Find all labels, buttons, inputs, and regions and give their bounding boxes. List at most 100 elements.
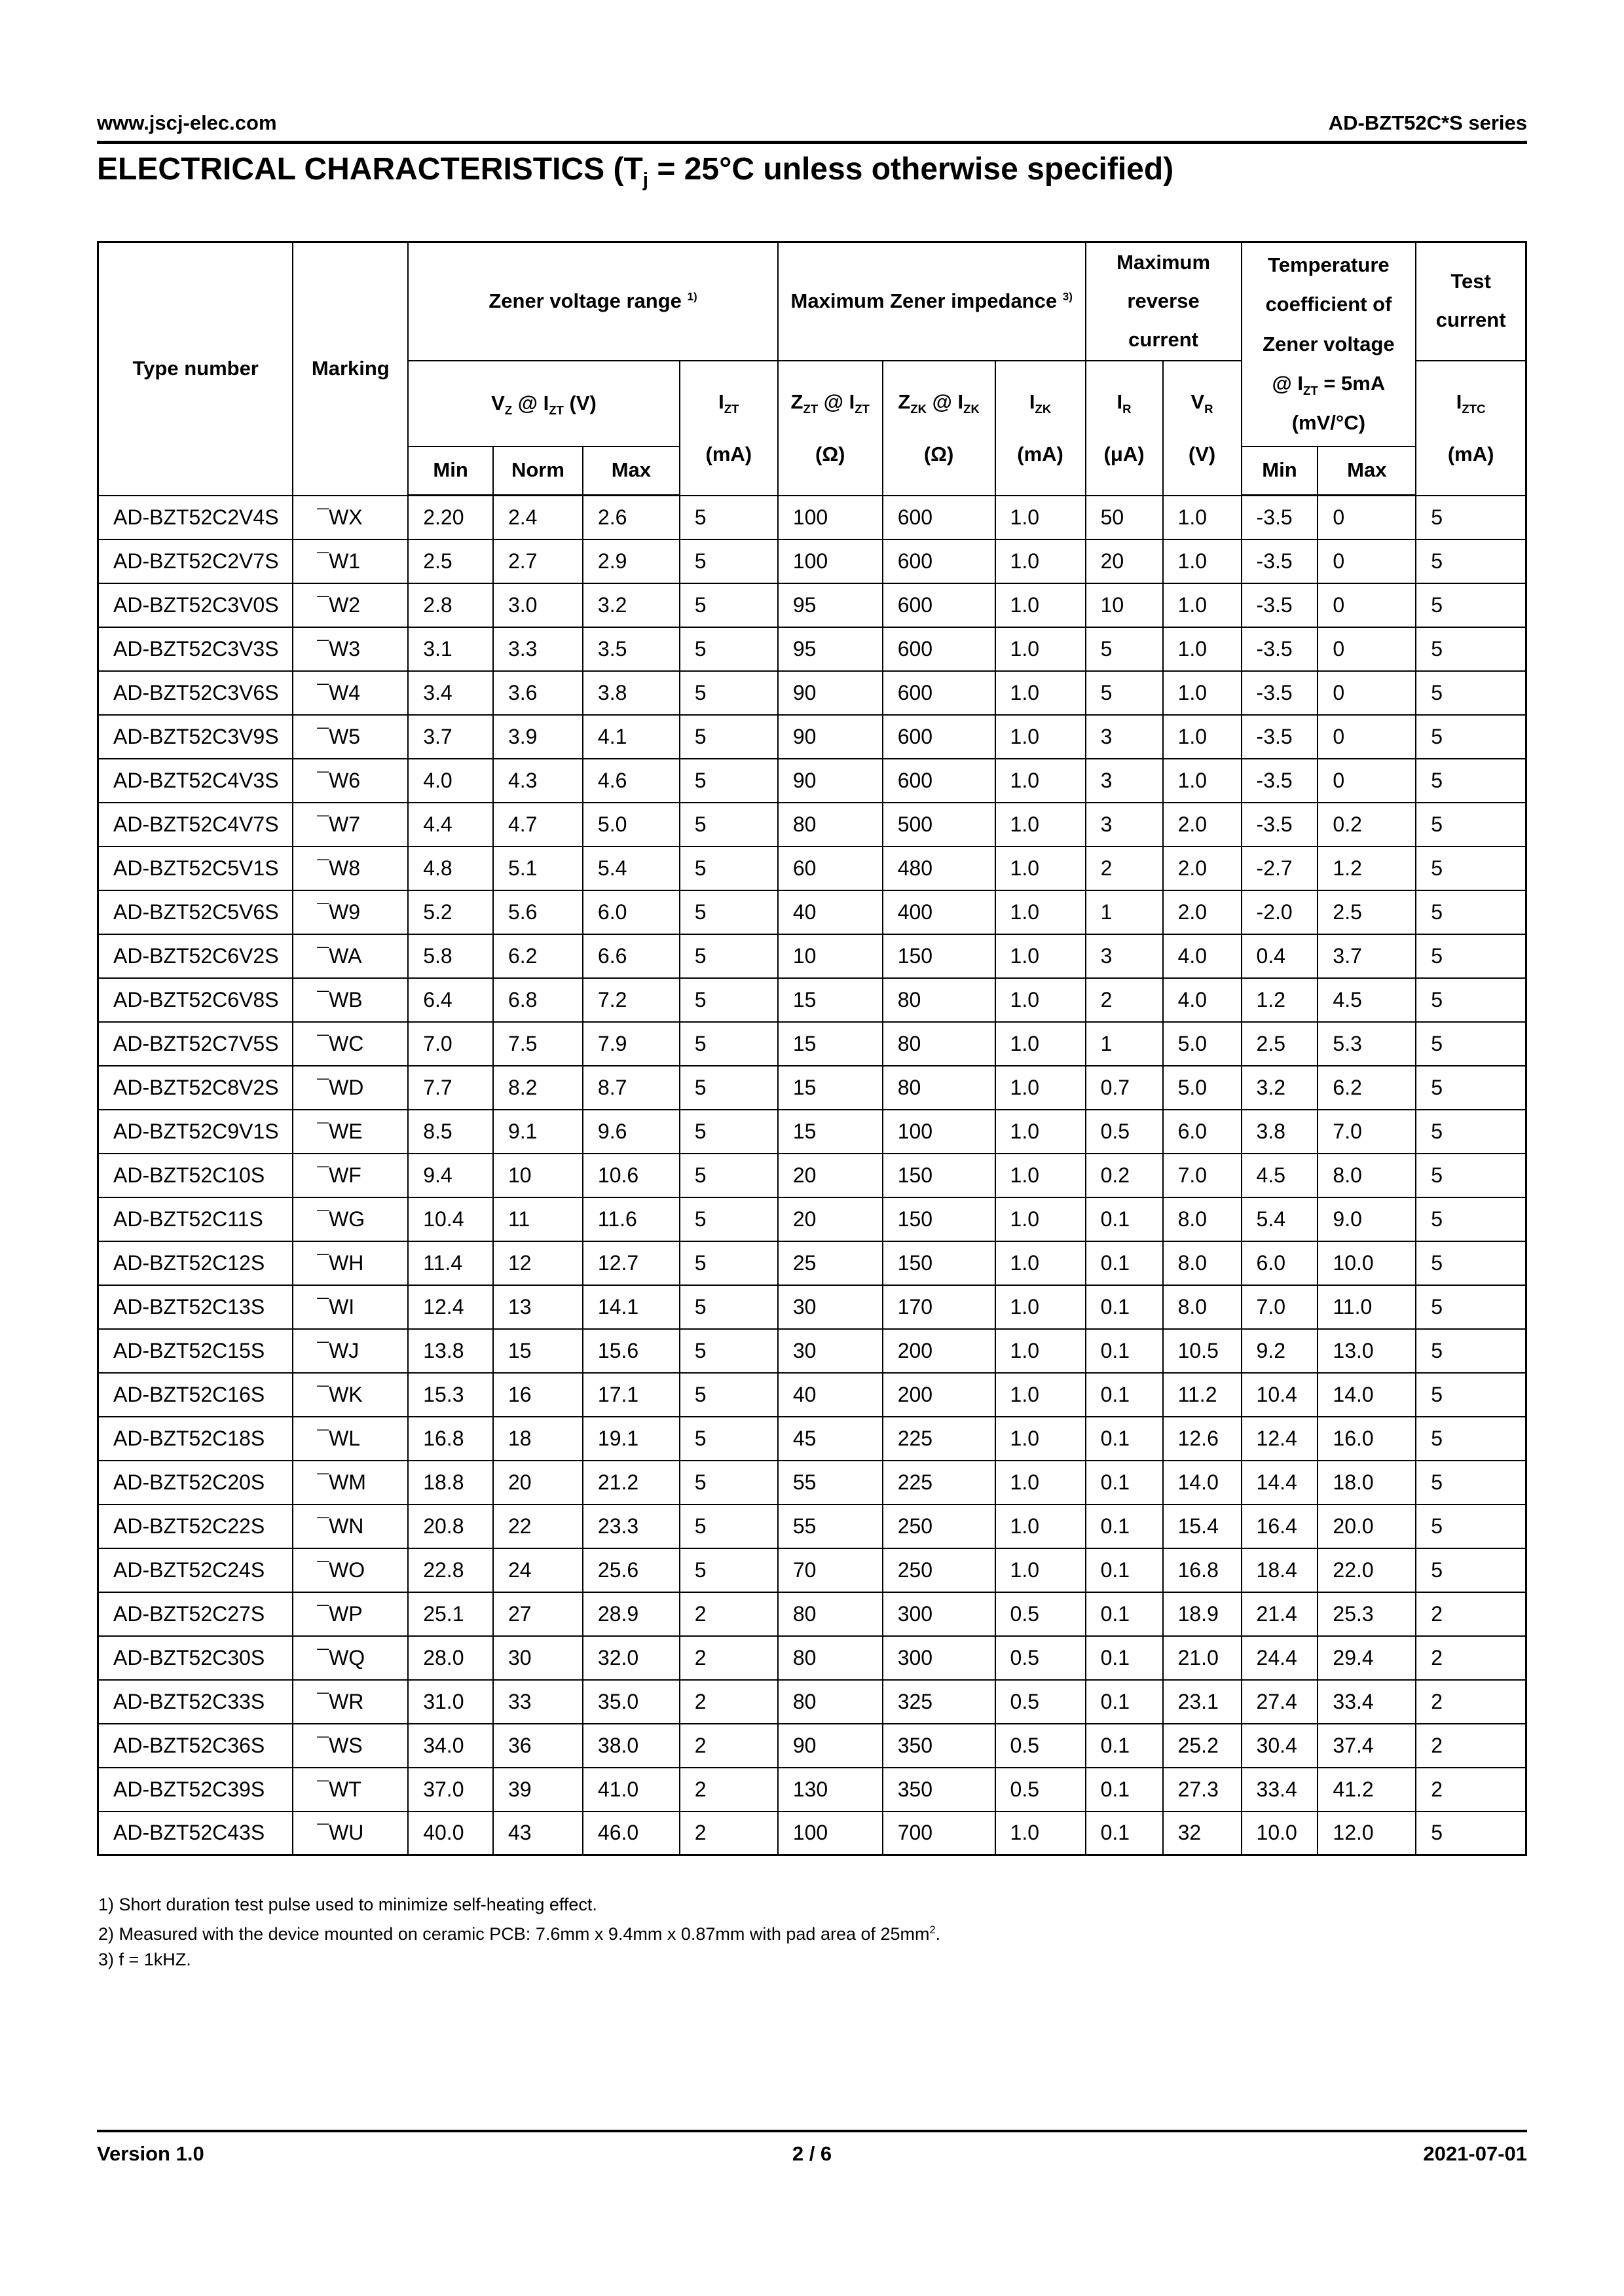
izt-cell: 5 [678,1021,779,1066]
ir-cell: 0.1 [1084,1284,1164,1330]
tc-max-cell: 14.0 [1317,1372,1417,1417]
type-number-cell: AD-BZT52C43S [97,1810,294,1856]
type-number-cell: AD-BZT52C3V6S [97,670,294,716]
table-row: AD-BZT52C33S ¯WR 31.0 33 35.0 2 80 325 0.5 0.1 23.… [97,1679,1527,1724]
ir-cell: 0.1 [1084,1635,1164,1681]
ir-cell: 0.1 [1084,1591,1164,1637]
tc-min-cell: 6.0 [1240,1240,1319,1286]
vz-min-cell: 16.8 [407,1415,494,1461]
vz-min-cell: 4.8 [407,845,494,891]
type-number-cell: AD-BZT52C3V9S [97,714,294,759]
vr-cell: 23.1 [1162,1679,1242,1724]
izk-cell: 1.0 [994,626,1086,672]
tc-max-cell: 0 [1317,714,1417,759]
ir-cell: 0.1 [1084,1372,1164,1417]
vz-max-cell: 32.0 [581,1635,680,1681]
iztc-cell: 5 [1415,670,1527,716]
col-header-vz-max: Max [581,445,680,496]
izt-cell: 2 [678,1810,779,1856]
ir-cell: 0.1 [1084,1328,1164,1374]
izt-cell: 5 [678,1196,779,1242]
marking-cell: ¯WF [292,1152,409,1198]
ir-cell: 0.1 [1084,1415,1164,1461]
tc-min-cell: 7.0 [1240,1284,1319,1330]
tc-max-cell: 41.2 [1317,1766,1417,1812]
vz-min-cell: 34.0 [407,1722,494,1768]
tc-min-cell: 3.2 [1240,1065,1319,1110]
table-row: AD-BZT52C4V7S ¯W7 4.4 4.7 5.0 5 80 500 1.0 3 2.0 -3… [97,801,1527,847]
izk-cell: 1.0 [994,889,1086,935]
table-row: AD-BZT52C11S ¯WG 10.4 11 11.6 5 20 150 1.0 0.1 8.0… [97,1196,1527,1242]
ir-cell: 50 [1084,494,1164,540]
zzk-cell: 200 [881,1372,996,1417]
type-number-cell: AD-BZT52C22S [97,1503,294,1549]
vz-min-cell: 3.4 [407,670,494,716]
vz-min-cell: 13.8 [407,1328,494,1374]
vz-norm-cell: 3.6 [492,670,583,716]
vr-cell: 6.0 [1162,1108,1242,1154]
zzk-cell: 350 [881,1722,996,1768]
zzt-cell: 90 [777,1722,883,1768]
footer-date: 2021-07-01 [1423,2142,1527,2165]
iztc-cell: 5 [1415,714,1527,759]
izt-cell: 5 [678,1240,779,1286]
vr-cell: 32 [1162,1810,1242,1856]
vr-cell: 1.0 [1162,626,1242,672]
tc-min-cell: 10.4 [1240,1372,1319,1417]
marking-cell: ¯WC [292,1021,409,1066]
izk-cell: 0.5 [994,1679,1086,1724]
tc-max-cell: 6.2 [1317,1065,1417,1110]
zzk-cell: 600 [881,714,996,759]
marking-cell: ¯W6 [292,757,409,803]
tc-max-cell: 3.7 [1317,933,1417,979]
type-number-cell: AD-BZT52C5V1S [97,845,294,891]
type-number-cell: AD-BZT52C16S [97,1372,294,1417]
zzk-cell: 480 [881,845,996,891]
ir-cell: 2 [1084,845,1164,891]
ir-cell: 0.1 [1084,1547,1164,1593]
izt-cell: 2 [678,1635,779,1681]
vr-cell: 10.5 [1162,1328,1242,1374]
iztc-cell: 5 [1415,1108,1527,1154]
zzt-cell: 10 [777,933,883,979]
vz-max-cell: 4.1 [581,714,680,759]
tc-min-cell: 18.4 [1240,1547,1319,1593]
izt-cell: 5 [678,714,779,759]
vz-norm-cell: 39 [492,1766,583,1812]
marking-cell: ¯WQ [292,1635,409,1681]
vr-cell: 5.0 [1162,1065,1242,1110]
table-row: AD-BZT52C4V3S ¯W6 4.0 4.3 4.6 5 90 600 1.0 3 1.0 -3… [97,757,1527,803]
vr-cell: 14.0 [1162,1459,1242,1505]
vr-cell: 1.0 [1162,582,1242,628]
table-row: AD-BZT52C27S ¯WP 25.1 27 28.9 2 80 300 0.5 0.1 18.… [97,1591,1527,1637]
type-number-cell: AD-BZT52C20S [97,1459,294,1505]
tc-max-cell: 29.4 [1317,1635,1417,1681]
vz-norm-cell: 5.6 [492,889,583,935]
vr-cell: 7.0 [1162,1152,1242,1198]
izk-cell: 1.0 [994,977,1086,1023]
vz-max-cell: 41.0 [581,1766,680,1812]
tc-min-cell: 12.4 [1240,1415,1319,1461]
vz-norm-cell: 13 [492,1284,583,1330]
type-number-cell: AD-BZT52C4V7S [97,801,294,847]
footnote-2: 2) Measured with the device mounted on c… [98,1924,941,1944]
ir-cell: 5 [1084,670,1164,716]
tc-min-cell: 16.4 [1240,1503,1319,1549]
vr-cell: 15.4 [1162,1503,1242,1549]
izk-cell: 0.5 [994,1591,1086,1637]
tc-max-cell: 0 [1317,670,1417,716]
tc-min-cell: 2.5 [1240,1021,1319,1066]
iztc-cell: 5 [1415,757,1527,803]
zzt-cell: 95 [777,626,883,672]
tc-max-cell: 10.0 [1317,1240,1417,1286]
tc-max-cell: 0 [1317,626,1417,672]
col-group-zener-voltage-range: Zener voltage range 1) [407,241,779,361]
zzk-cell: 600 [881,538,996,584]
footer-page-number: 2 / 6 [792,2142,832,2165]
zzt-cell: 20 [777,1152,883,1198]
tc-max-cell: 4.5 [1317,977,1417,1023]
tc-max-cell: 37.4 [1317,1722,1417,1768]
izk-cell: 1.0 [994,1415,1086,1461]
tc-min-cell: 33.4 [1240,1766,1319,1812]
marking-cell: ¯WN [292,1503,409,1549]
